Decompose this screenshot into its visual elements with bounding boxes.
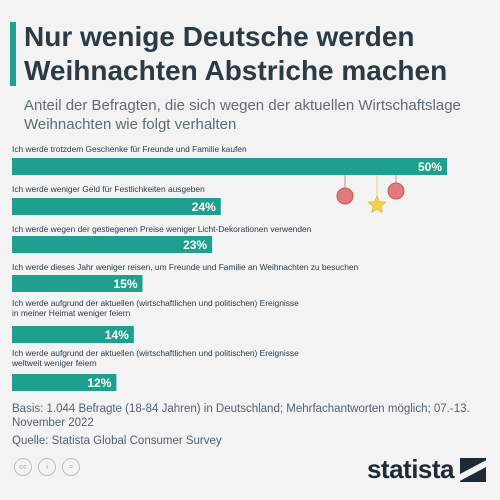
equals-icon[interactable]: = xyxy=(62,458,80,476)
source-note: Quelle: Statista Global Consumer Survey xyxy=(12,435,222,447)
chart-title: Nur wenige Deutsche werden Weihnachten A… xyxy=(24,21,448,86)
statista-logo-icon xyxy=(460,457,486,482)
cc-icon[interactable]: cc xyxy=(14,458,32,476)
bauble-ornament-icon xyxy=(387,182,405,200)
bar-value-label-5: 14% xyxy=(105,328,129,342)
bar-2 xyxy=(12,198,221,215)
chart-subtitle: Anteil der Befragten, die sich wegen der… xyxy=(24,97,461,133)
title-accent-bar xyxy=(10,22,16,86)
bar-chart: Ich werde trotzdem Geschenke für Freunde… xyxy=(11,144,447,391)
bar-4 xyxy=(12,275,143,292)
bar-label-2: Ich werde weniger Geld für Festlichkeite… xyxy=(12,184,205,194)
bar-label-5: in meiner Heimat weniger feiern xyxy=(12,308,131,318)
bar-3 xyxy=(12,236,213,253)
bar-5 xyxy=(12,326,134,343)
bar-value-label-4: 15% xyxy=(113,277,137,291)
bar-label-3: Ich werde wegen der gestiegenen Preise w… xyxy=(12,224,312,234)
bar-label-6: weltweit weniger feiern xyxy=(11,358,97,368)
bar-value-label-1: 50% xyxy=(418,160,442,174)
statista-logo[interactable]: statista xyxy=(367,454,486,485)
bar-value-label-2: 24% xyxy=(192,200,216,214)
person-icon[interactable]: i xyxy=(38,458,56,476)
license-icons: cc i = xyxy=(14,458,80,476)
star-ornament-icon xyxy=(367,194,387,214)
bar-label-1: Ich werde trotzdem Geschenke für Freunde… xyxy=(12,144,247,154)
bar-value-label-6: 12% xyxy=(87,376,111,390)
bar-1 xyxy=(12,158,447,175)
bar-label-5: Ich werde aufgrund der aktuellen (wirtsc… xyxy=(12,298,299,308)
bauble-ornament-icon xyxy=(336,187,354,205)
basis-note: Basis: 1.044 Befragte (18-84 Jahren) in … xyxy=(12,403,470,429)
notes: Basis: 1.044 Befragte (18-84 Jahren) in … xyxy=(12,402,492,448)
bar-label-6: Ich werde aufgrund der aktuellen (wirtsc… xyxy=(12,348,299,358)
bar-value-label-3: 23% xyxy=(183,238,207,252)
bar-6 xyxy=(12,374,117,391)
bar-label-4: Ich werde dieses Jahr weniger reisen, um… xyxy=(12,262,359,272)
logo-text: statista xyxy=(366,454,455,484)
